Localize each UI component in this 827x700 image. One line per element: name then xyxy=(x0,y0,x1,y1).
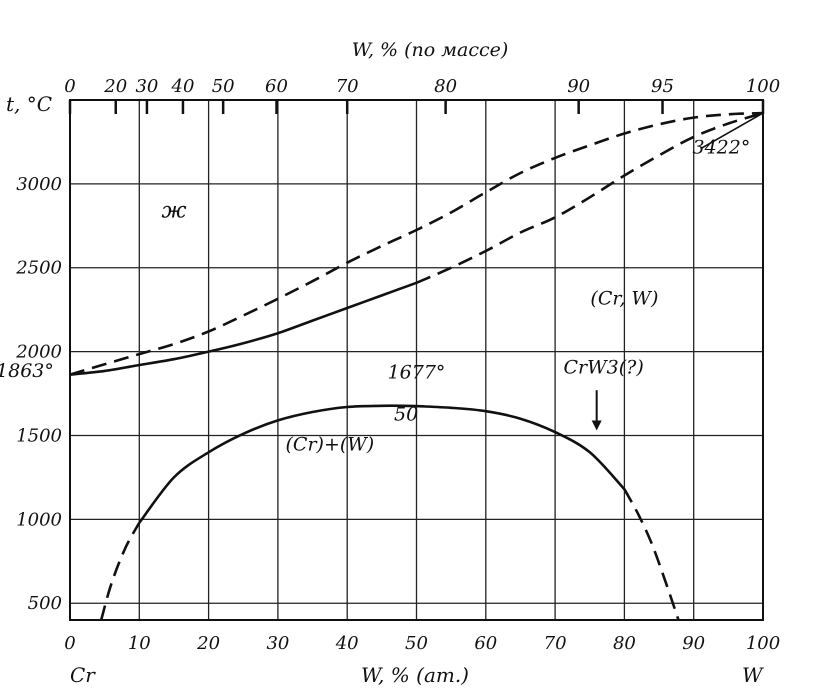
annotation-label: 50 xyxy=(394,403,418,425)
x-tick-label: 10 xyxy=(128,633,151,654)
annotation-label: 1677° xyxy=(388,361,446,383)
top-tick-label: 100 xyxy=(746,76,780,97)
crw3-arrow-head xyxy=(591,420,602,431)
y-tick-label: 500 xyxy=(28,593,62,614)
right-element-label: W xyxy=(742,663,764,687)
x-tick-label: 100 xyxy=(746,633,780,654)
left-element-label: Cr xyxy=(70,663,96,687)
y-tick-label: 1500 xyxy=(16,425,62,446)
tick-layer: 0 10 20 30 40 50 60 70 80 90 100500100015002000250… xyxy=(15,76,780,654)
phase-boundary-dashed xyxy=(623,488,680,621)
x-tick-label: 50 xyxy=(405,633,428,654)
annotation-label: (Cr, W) xyxy=(590,288,658,310)
grid-layer xyxy=(70,100,763,620)
melting-point-pointer xyxy=(700,112,764,150)
x-tick-label: 70 xyxy=(544,633,567,654)
top-tick-label: 0 xyxy=(64,76,75,97)
annotation-label: ж xyxy=(161,198,186,223)
bottom-axis-title: W, % (ат.) xyxy=(361,663,469,687)
top-tick-label: 70 xyxy=(336,76,359,97)
y-tick-label: 3000 xyxy=(16,174,62,195)
x-tick-label: 20 xyxy=(196,633,220,654)
x-tick-label: 40 xyxy=(335,633,359,654)
x-tick-label: 60 xyxy=(474,633,497,654)
phase-boundary-dashed xyxy=(99,522,141,621)
phase-boundary-solid xyxy=(138,404,626,524)
y-tick-label: 1000 xyxy=(16,509,62,530)
annotation-label: 1863° xyxy=(0,360,54,382)
curve-layer xyxy=(69,111,764,621)
phase-boundary-dashed xyxy=(69,111,764,376)
annotation-label: (Cr)+(W) xyxy=(286,434,375,456)
y-tick-label: 2000 xyxy=(15,342,62,363)
x-tick-label: 90 xyxy=(682,633,705,654)
annotation-label: CrW3(?) xyxy=(563,356,643,378)
y-axis-title: t, °C xyxy=(6,92,52,116)
top-tick-label: 95 xyxy=(651,76,674,97)
top-tick-label: 90 xyxy=(567,76,590,97)
y-tick-label: 2500 xyxy=(15,258,62,279)
top-tick-label: 80 xyxy=(434,76,457,97)
top-axis-title: W, % (по массе) xyxy=(352,39,509,61)
top-tick-label: 20 xyxy=(103,76,127,97)
top-tick-label: 30 xyxy=(135,76,158,97)
phase-boundary-solid xyxy=(69,281,417,376)
phase-boundary-dashed xyxy=(415,111,764,284)
annotation-label: 3422° xyxy=(692,137,750,159)
top-tick-label: 60 xyxy=(265,76,288,97)
x-tick-label: 30 xyxy=(266,633,289,654)
x-tick-label: 80 xyxy=(613,633,636,654)
top-tick-label: 50 xyxy=(212,76,235,97)
plot-frame xyxy=(69,99,764,621)
x-tick-label: 0 xyxy=(64,633,75,654)
label-layer: W, % (по массе) t, °C W, % (ат.) Cr W ж 3… xyxy=(0,39,764,687)
top-tick-label: 40 xyxy=(171,76,195,97)
